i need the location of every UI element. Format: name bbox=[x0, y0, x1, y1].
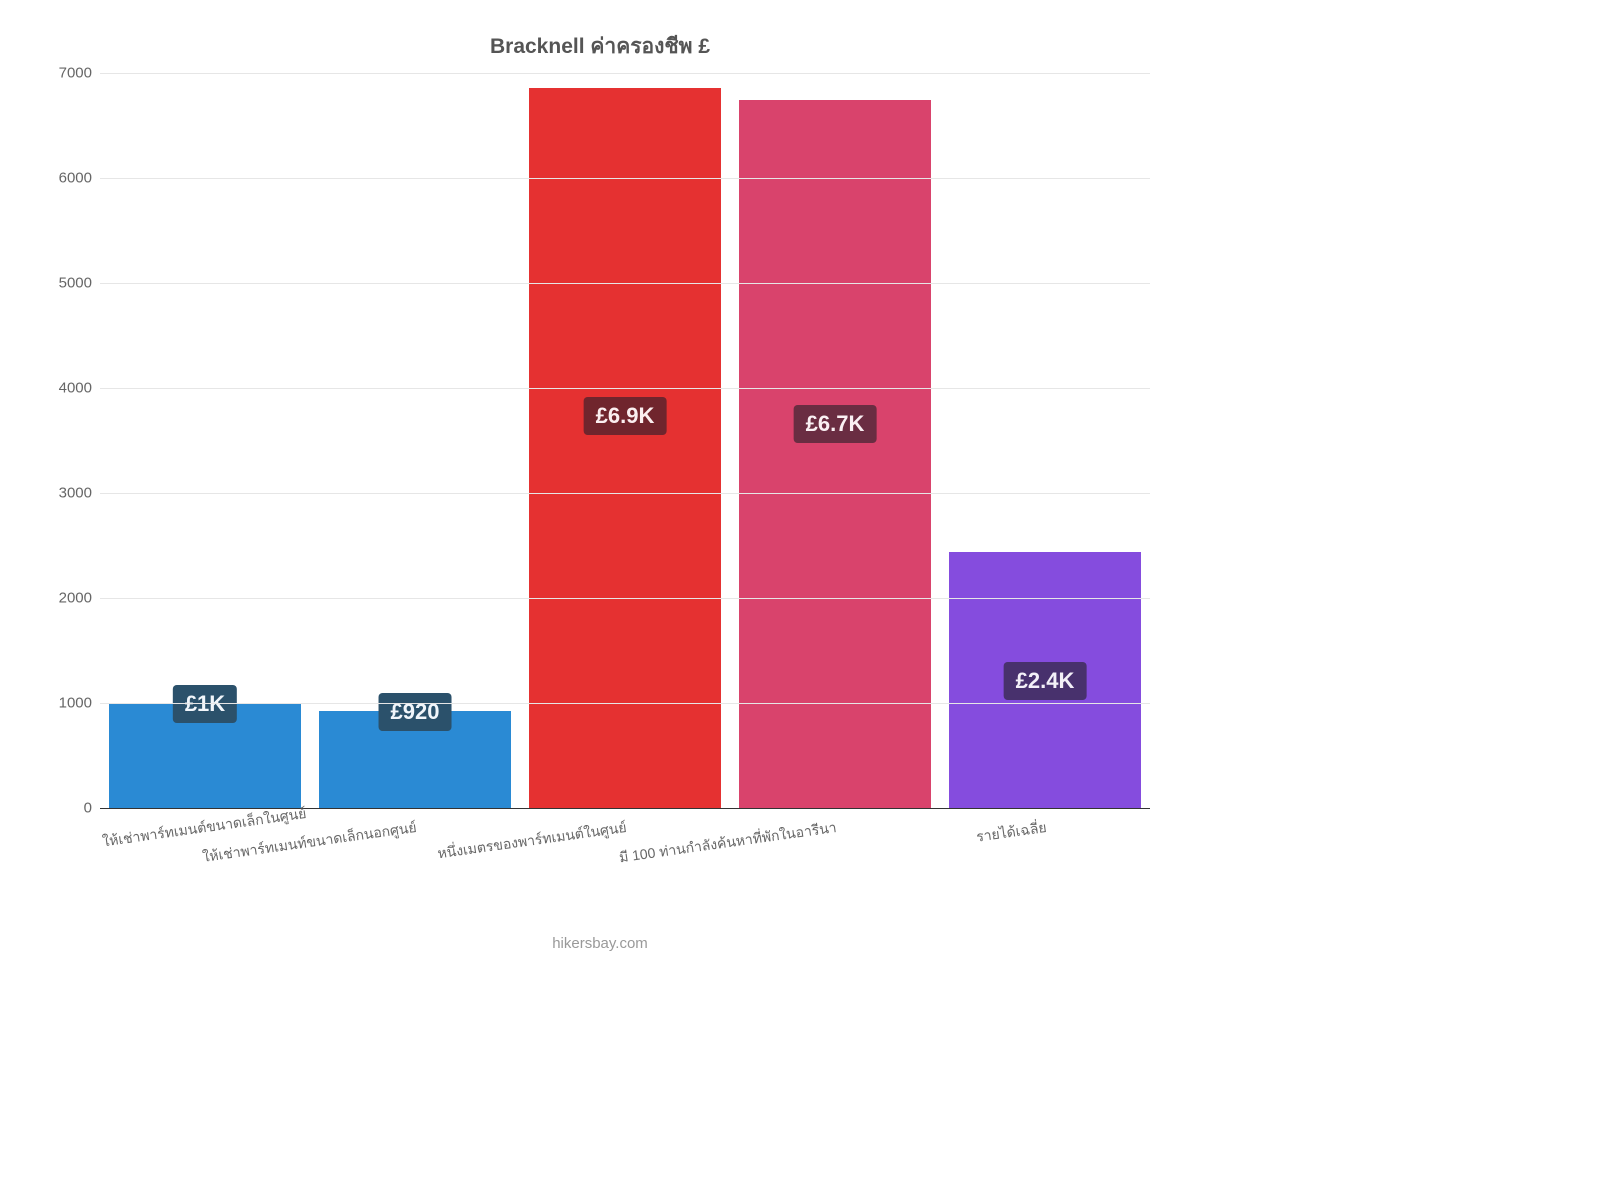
gridline bbox=[100, 703, 1150, 704]
bar-value-label: £2.4K bbox=[1004, 662, 1087, 700]
plot-area: £1K£920£6.9K£6.7K£2.4K 01000200030004000… bbox=[100, 73, 1150, 809]
gridline bbox=[100, 73, 1150, 74]
y-tick-label: 6000 bbox=[59, 170, 100, 187]
gridline bbox=[100, 283, 1150, 284]
y-tick-label: 7000 bbox=[59, 65, 100, 82]
bar-slot: £2.4K bbox=[940, 73, 1150, 808]
bar-slot: £920 bbox=[310, 73, 520, 808]
bar: £1K bbox=[109, 703, 300, 808]
attribution-text: hikersbay.com bbox=[25, 935, 1175, 952]
chart-container: Bracknell ค่าครองชีพ £ £1K£920£6.9K£6.7K… bbox=[50, 30, 1150, 880]
bar-value-label: £920 bbox=[379, 693, 452, 731]
bar: £2.4K bbox=[949, 552, 1140, 808]
bar-slot: £6.9K bbox=[520, 73, 730, 808]
bar-slot: £6.7K bbox=[730, 73, 940, 808]
gridline bbox=[100, 388, 1150, 389]
y-tick-label: 0 bbox=[84, 800, 100, 817]
y-tick-label: 4000 bbox=[59, 380, 100, 397]
bar-value-label: £6.7K bbox=[794, 405, 877, 443]
bar-value-label: £6.9K bbox=[584, 397, 667, 435]
bar: £6.7K bbox=[739, 100, 930, 808]
y-tick-label: 3000 bbox=[59, 485, 100, 502]
y-tick-label: 1000 bbox=[59, 695, 100, 712]
bar: £6.9K bbox=[529, 88, 720, 808]
gridline bbox=[100, 493, 1150, 494]
bar: £920 bbox=[319, 711, 510, 808]
y-tick-label: 2000 bbox=[59, 590, 100, 607]
gridline bbox=[100, 598, 1150, 599]
chart-title: Bracknell ค่าครองชีพ £ bbox=[50, 30, 1150, 63]
gridline bbox=[100, 178, 1150, 179]
bars-group: £1K£920£6.9K£6.7K£2.4K bbox=[100, 73, 1150, 808]
x-axis-labels: ให้เช่าพาร์ทเมนต์ขนาดเล็กในศูนย์ให้เช่าพ… bbox=[100, 809, 1150, 879]
y-tick-label: 5000 bbox=[59, 275, 100, 292]
bar-slot: £1K bbox=[100, 73, 310, 808]
bar-value-label: £1K bbox=[173, 685, 237, 723]
